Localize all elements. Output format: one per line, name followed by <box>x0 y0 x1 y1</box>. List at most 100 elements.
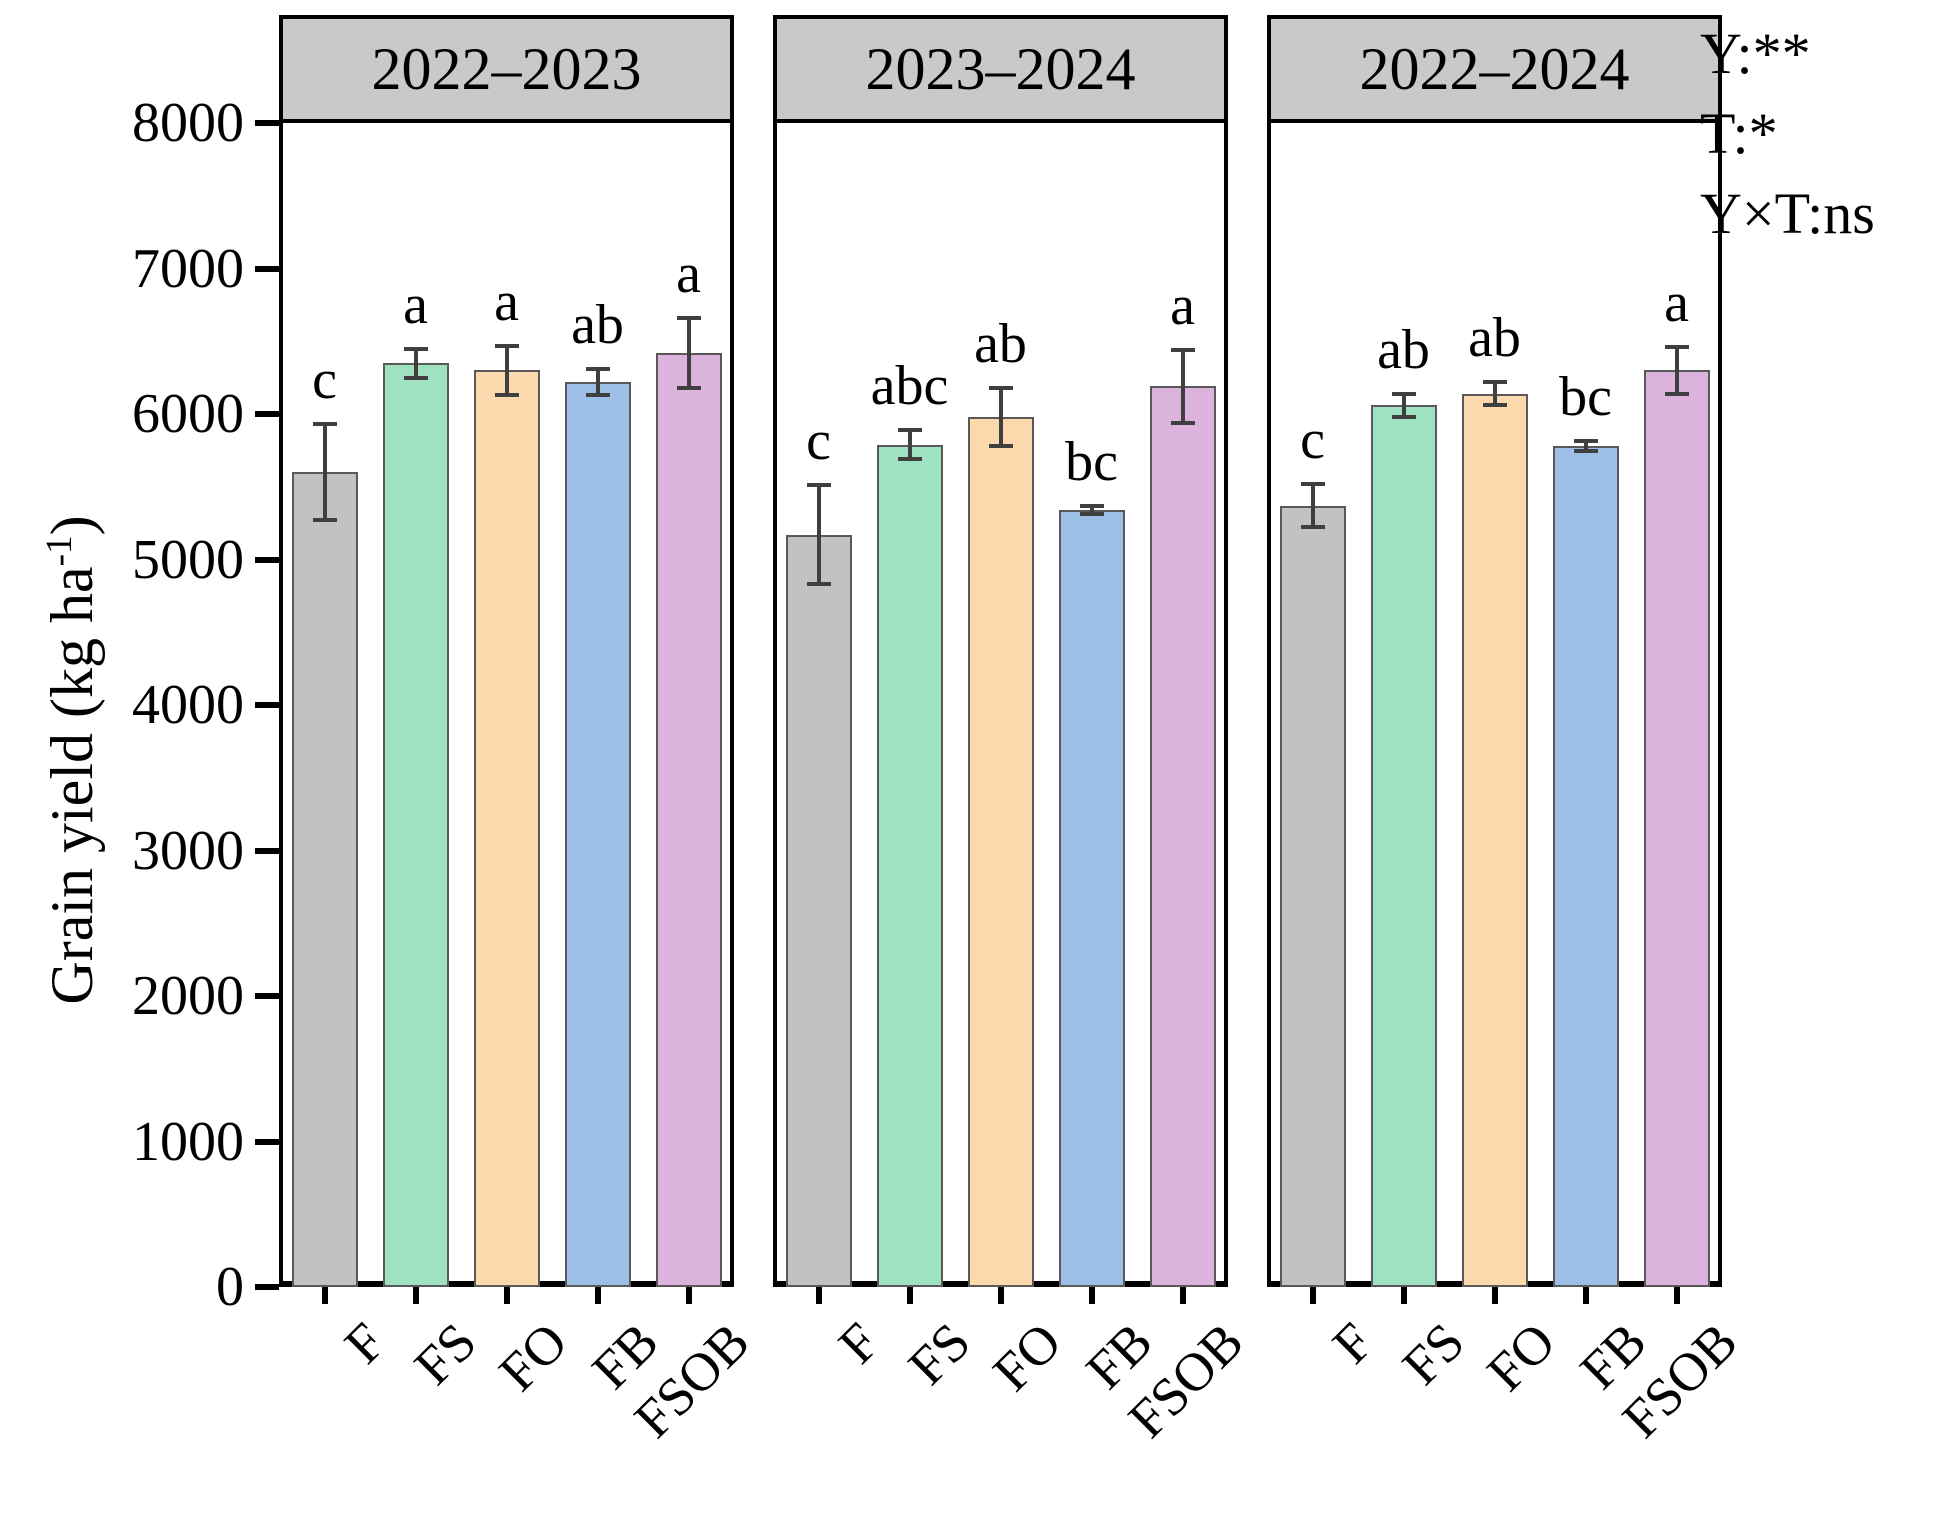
significance-letter: abc <box>870 355 949 417</box>
annotation-interaction-effect: Y×T:ns <box>1700 181 1875 246</box>
error-bar <box>1089 505 1094 515</box>
error-bar-bottom-cap <box>1664 391 1689 396</box>
error-bar <box>998 387 1003 446</box>
bar-FSOB <box>655 352 722 1287</box>
bar-FB <box>1058 510 1125 1287</box>
error-bar <box>1492 381 1497 406</box>
significance-letter: ab <box>571 293 624 356</box>
y-tick-label: 5000 <box>132 528 244 591</box>
annotation-year-effect: Y:** <box>1700 21 1811 86</box>
significance-letter: ab <box>974 312 1027 375</box>
bar-FO <box>967 416 1034 1287</box>
y-tick-label: 0 <box>216 1256 244 1318</box>
bar-FSOB <box>1643 370 1710 1287</box>
x-tick <box>503 1287 510 1304</box>
y-tick <box>255 993 279 999</box>
y-tick <box>255 702 279 708</box>
y-tick <box>255 120 279 126</box>
bar-FB <box>564 381 631 1287</box>
error-bar-top-cap <box>1170 347 1195 352</box>
significance-letter: a <box>494 270 519 333</box>
significance-letter: c <box>806 410 831 473</box>
y-tick-label: 6000 <box>132 383 244 445</box>
significance-letter: bc <box>1559 365 1612 428</box>
error-bar <box>1180 349 1185 423</box>
x-tick <box>815 1287 822 1304</box>
error-bar <box>595 368 600 396</box>
bar-F <box>1279 505 1346 1287</box>
error-bar-top-cap <box>897 428 922 432</box>
error-bar-top-cap <box>1482 379 1507 384</box>
error-bar-bottom-cap <box>585 393 610 398</box>
y-axis-title-text: Grain yield (kg ha <box>39 566 105 1005</box>
error-bar <box>816 485 821 585</box>
bar-F <box>785 534 852 1287</box>
significance-letter: c <box>312 349 337 412</box>
error-bar-bottom-cap <box>403 375 428 380</box>
error-bar-bottom-cap <box>897 457 922 462</box>
error-bar-bottom-cap <box>312 518 337 523</box>
error-bar-bottom-cap <box>1170 420 1195 425</box>
y-tick-label: 3000 <box>132 819 244 882</box>
y-tick-label: 7000 <box>132 237 244 300</box>
error-bar-bottom-cap <box>494 393 519 398</box>
y-tick-label: 2000 <box>132 965 244 1027</box>
error-bar <box>1310 483 1315 528</box>
x-tick <box>1400 1287 1407 1304</box>
bar-F <box>291 472 358 1287</box>
error-bar <box>504 345 509 396</box>
bar-FS <box>382 363 449 1287</box>
error-bar-top-cap <box>494 343 519 348</box>
x-tick <box>594 1287 601 1304</box>
error-bar-top-cap <box>312 422 337 427</box>
error-bar-bottom-cap <box>1391 414 1416 419</box>
x-tick <box>1088 1287 1095 1304</box>
x-tick <box>685 1287 692 1304</box>
y-tick <box>255 411 279 417</box>
significance-letter: a <box>676 242 701 305</box>
error-bar-top-cap <box>1573 438 1598 443</box>
error-bar-bottom-cap <box>1573 449 1598 454</box>
error-bar-top-cap <box>806 483 831 488</box>
stats-annotations: Y:** T:* Y×T:ns <box>1700 14 1875 254</box>
bar-FB <box>1552 446 1619 1287</box>
error-bar-top-cap <box>988 385 1013 390</box>
error-bar <box>907 430 912 460</box>
error-bar-top-cap <box>1391 391 1416 396</box>
y-tick <box>255 265 279 272</box>
y-tick-label: 1000 <box>132 1110 244 1173</box>
annotation-treatment-effect: T:* <box>1700 101 1778 166</box>
y-tick <box>255 556 279 563</box>
error-bar-top-cap <box>1300 481 1325 486</box>
significance-letter: ab <box>1468 306 1521 369</box>
error-bar-bottom-cap <box>1079 512 1104 517</box>
significance-letter: bc <box>1065 430 1118 493</box>
x-tick <box>1673 1287 1680 1304</box>
panel-header: 2022–2024 <box>1271 19 1718 123</box>
x-tick <box>906 1287 913 1304</box>
y-tick <box>255 847 279 854</box>
x-tick <box>321 1287 328 1304</box>
y-axis-title: Grain yield (kg ha-1) <box>25 360 105 1160</box>
error-bar <box>1401 393 1406 417</box>
error-bar-top-cap <box>676 315 701 320</box>
bar-FO <box>1461 393 1528 1287</box>
y-tick-label: 4000 <box>132 674 244 736</box>
error-bar <box>413 348 418 378</box>
significance-letter: a <box>403 273 428 336</box>
error-bar-bottom-cap <box>988 444 1013 448</box>
error-bar-bottom-cap <box>676 385 701 390</box>
error-bar-bottom-cap <box>1300 525 1325 530</box>
error-bar-bottom-cap <box>1482 403 1507 408</box>
x-tick <box>997 1287 1004 1304</box>
panel-header: 2022–2023 <box>283 19 730 123</box>
panel-header: 2023–2024 <box>777 19 1224 123</box>
error-bar-top-cap <box>1664 345 1689 350</box>
x-tick <box>412 1287 419 1304</box>
x-tick <box>1582 1287 1589 1304</box>
y-tick <box>255 1284 279 1290</box>
error-bar-bottom-cap <box>806 582 831 587</box>
error-bar <box>1583 440 1588 452</box>
bar-FO <box>473 370 540 1287</box>
error-bar <box>686 317 691 388</box>
